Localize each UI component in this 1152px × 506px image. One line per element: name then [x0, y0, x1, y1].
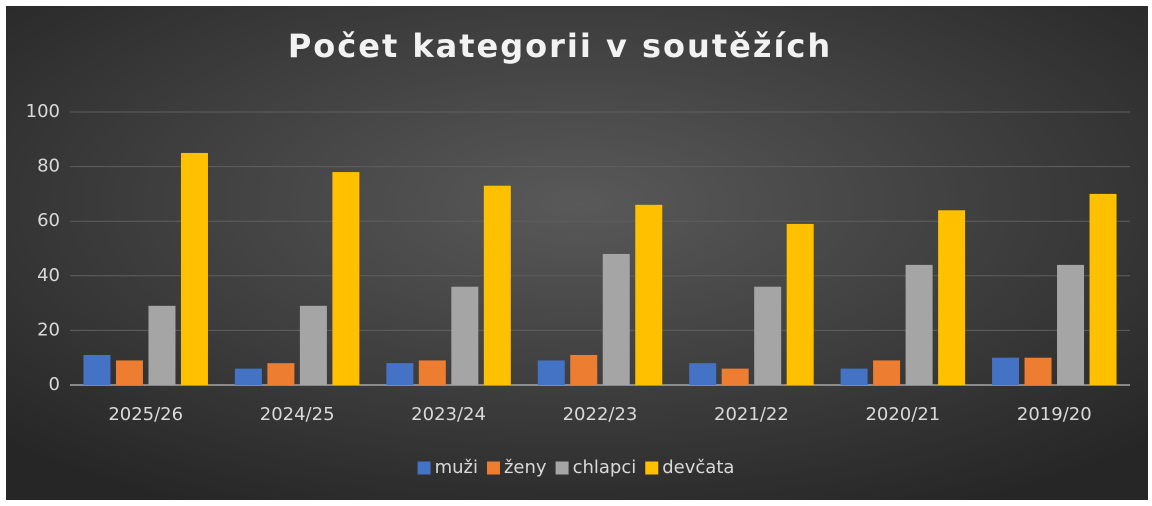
chart-background — [6, 6, 1148, 500]
x-tick-label: 2021/22 — [714, 404, 789, 425]
bar — [1024, 357, 1052, 385]
bar — [451, 286, 479, 385]
x-tick-label: 2019/20 — [1017, 404, 1092, 425]
legend-label: chlapci — [573, 457, 637, 478]
bar — [267, 363, 295, 385]
bar — [418, 360, 446, 385]
bar — [938, 210, 966, 385]
bar — [754, 286, 782, 385]
x-tick-label: 2024/25 — [260, 404, 335, 425]
bar — [905, 264, 933, 385]
y-tick-label: 80 — [37, 156, 60, 177]
legend-label: ženy — [504, 457, 547, 478]
bar — [83, 354, 111, 385]
bar — [1089, 193, 1117, 385]
bar — [1057, 264, 1085, 385]
legend-swatch — [555, 461, 569, 475]
bar — [386, 363, 414, 385]
bar — [721, 368, 749, 385]
x-tick-label: 2022/23 — [563, 404, 638, 425]
x-tick-label: 2023/24 — [411, 404, 486, 425]
bar — [786, 223, 814, 385]
bar — [483, 185, 511, 385]
bar — [299, 305, 327, 385]
legend-swatch — [417, 461, 431, 475]
y-tick-label: 20 — [37, 319, 60, 340]
bar — [602, 253, 630, 385]
legend-label: muži — [435, 457, 478, 478]
bar — [635, 204, 663, 385]
bar — [689, 363, 717, 385]
bar — [873, 360, 901, 385]
x-tick-label: 2020/21 — [865, 404, 940, 425]
bar — [840, 368, 868, 385]
bar — [570, 354, 598, 385]
legend-label: devčata — [662, 457, 734, 478]
y-tick-label: 40 — [37, 265, 60, 286]
x-tick-label: 2025/26 — [108, 404, 183, 425]
legend-swatch — [486, 461, 500, 475]
bar — [115, 360, 143, 385]
bar — [148, 305, 176, 385]
y-tick-label: 100 — [26, 101, 60, 122]
bar — [537, 360, 565, 385]
bar — [180, 152, 208, 385]
bar — [234, 368, 262, 385]
y-tick-label: 0 — [49, 374, 60, 395]
bar — [992, 357, 1020, 385]
legend-swatch — [645, 461, 659, 475]
bar — [332, 172, 360, 385]
chart-title: Počet kategorii v soutěžích — [288, 27, 832, 65]
y-tick-label: 60 — [37, 210, 60, 231]
